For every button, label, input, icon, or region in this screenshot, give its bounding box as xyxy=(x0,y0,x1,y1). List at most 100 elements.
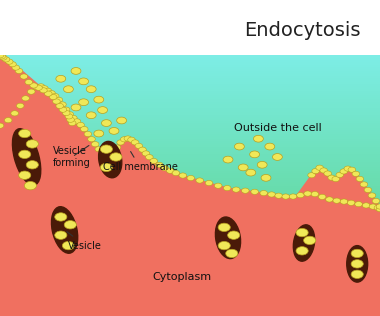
Circle shape xyxy=(11,111,19,116)
Circle shape xyxy=(272,154,282,160)
Circle shape xyxy=(139,147,146,152)
Bar xyxy=(0,55,380,58)
Bar xyxy=(0,155,380,157)
Circle shape xyxy=(150,158,158,164)
Bar xyxy=(0,292,380,294)
Ellipse shape xyxy=(293,225,315,261)
Circle shape xyxy=(372,198,380,204)
Circle shape xyxy=(56,103,63,109)
Circle shape xyxy=(344,166,352,171)
Circle shape xyxy=(19,150,31,159)
Bar xyxy=(0,66,380,68)
Circle shape xyxy=(88,137,95,142)
Ellipse shape xyxy=(51,207,78,253)
Circle shape xyxy=(128,137,135,142)
Bar xyxy=(0,226,380,229)
Circle shape xyxy=(65,114,73,119)
Circle shape xyxy=(250,151,260,158)
Bar xyxy=(0,198,380,201)
Circle shape xyxy=(340,199,348,204)
Bar xyxy=(0,72,380,75)
Circle shape xyxy=(351,270,363,278)
Bar xyxy=(0,246,380,249)
Circle shape xyxy=(79,78,89,85)
Circle shape xyxy=(95,147,103,152)
Bar xyxy=(0,96,380,99)
Bar xyxy=(0,213,380,216)
Circle shape xyxy=(324,171,331,176)
Circle shape xyxy=(348,167,356,172)
Bar xyxy=(0,181,380,184)
Circle shape xyxy=(214,183,222,188)
Bar xyxy=(0,307,380,309)
Circle shape xyxy=(196,178,204,183)
Circle shape xyxy=(376,207,380,212)
Bar xyxy=(0,278,380,281)
Circle shape xyxy=(374,205,380,210)
Circle shape xyxy=(15,68,23,74)
Bar xyxy=(0,259,380,262)
Bar xyxy=(0,170,380,173)
Bar xyxy=(0,194,380,197)
Bar xyxy=(0,122,380,125)
Bar xyxy=(0,105,380,107)
Bar xyxy=(0,118,380,120)
Circle shape xyxy=(19,171,31,179)
Circle shape xyxy=(84,131,92,137)
Circle shape xyxy=(363,203,370,208)
Circle shape xyxy=(146,155,153,160)
Circle shape xyxy=(205,180,213,186)
Bar xyxy=(0,240,380,242)
Bar xyxy=(0,126,380,129)
Circle shape xyxy=(106,154,114,159)
Circle shape xyxy=(62,110,70,116)
Circle shape xyxy=(91,142,99,147)
Circle shape xyxy=(70,115,77,121)
Bar xyxy=(0,139,380,142)
Circle shape xyxy=(340,169,348,174)
Circle shape xyxy=(308,173,315,178)
Bar xyxy=(0,191,380,194)
Bar xyxy=(0,150,380,153)
Bar xyxy=(0,109,380,112)
Circle shape xyxy=(59,107,67,112)
Circle shape xyxy=(352,171,359,176)
Circle shape xyxy=(117,140,124,145)
Circle shape xyxy=(312,168,320,174)
Circle shape xyxy=(282,194,290,199)
Bar xyxy=(0,281,380,283)
Circle shape xyxy=(20,74,28,79)
Bar xyxy=(0,244,380,246)
Circle shape xyxy=(100,163,112,172)
Circle shape xyxy=(19,129,31,138)
Circle shape xyxy=(5,59,13,64)
Circle shape xyxy=(304,236,316,245)
Circle shape xyxy=(64,221,76,229)
Bar xyxy=(0,172,380,175)
Circle shape xyxy=(333,198,340,203)
Bar xyxy=(0,296,380,299)
Bar xyxy=(0,79,380,82)
Circle shape xyxy=(37,84,45,89)
Circle shape xyxy=(304,191,312,196)
Circle shape xyxy=(0,123,4,128)
Circle shape xyxy=(364,187,372,192)
Polygon shape xyxy=(0,87,380,316)
Circle shape xyxy=(296,247,308,255)
Circle shape xyxy=(44,91,52,96)
Bar xyxy=(0,161,380,164)
Circle shape xyxy=(320,168,328,173)
Bar xyxy=(0,211,380,214)
Circle shape xyxy=(71,104,81,111)
Circle shape xyxy=(351,249,363,258)
Bar xyxy=(0,81,380,83)
Bar xyxy=(0,248,380,251)
Circle shape xyxy=(25,80,33,85)
Bar xyxy=(0,74,380,77)
Bar xyxy=(0,265,380,268)
Bar xyxy=(0,120,380,123)
Bar xyxy=(0,218,380,221)
Bar xyxy=(0,203,380,205)
Circle shape xyxy=(253,135,263,142)
Bar xyxy=(0,285,380,288)
